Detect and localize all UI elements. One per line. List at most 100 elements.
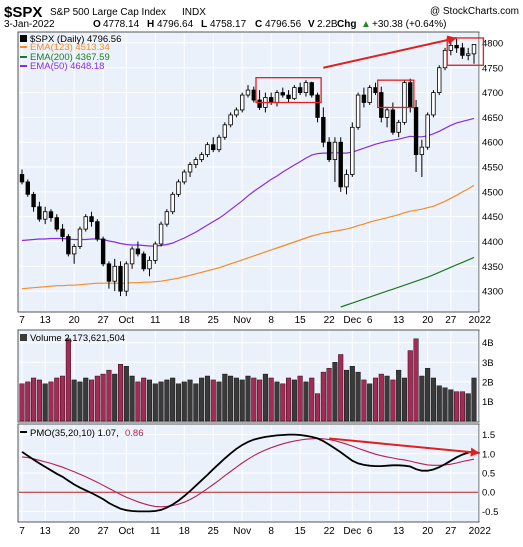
x-tick-label: 15 [295, 526, 307, 537]
price-x-axis: 7 13 20 27 Oct 11 18 25 Nov 8 15 22 Dec 6 13 20 27 2022 [19, 315, 491, 326]
candle-body [66, 236, 71, 255]
candle [332, 137, 338, 182]
change-value: +30.38 (+0.64%) [372, 19, 447, 30]
candle [205, 142, 210, 158]
close-value: 4796.56 [265, 19, 302, 30]
candle [60, 224, 65, 242]
candle [257, 90, 262, 110]
candle [211, 137, 216, 153]
candle [158, 221, 164, 247]
volume-bar [425, 367, 431, 422]
candle-body [228, 114, 233, 126]
change-label: Chg [337, 19, 356, 30]
candle [471, 44, 477, 64]
pmo-signal-line [21, 437, 475, 508]
volume-bar [239, 379, 245, 422]
volume-bar [54, 377, 60, 422]
candle [442, 47, 448, 71]
volume-bar [187, 379, 193, 422]
candle-body [460, 47, 465, 56]
candle [286, 90, 291, 103]
volume-legend-swatch [20, 334, 27, 341]
candle [89, 211, 94, 227]
candle [321, 107, 326, 148]
change-up-arrow-icon: ▲ [361, 19, 371, 30]
candle-body [332, 141, 338, 160]
volume-bar [413, 338, 419, 422]
candle-body [83, 216, 88, 230]
volume-bar [222, 373, 228, 422]
candle-body [193, 159, 199, 165]
x-tick-label: 7 [19, 526, 25, 537]
volume-bar [454, 391, 460, 422]
x-tick-label: 27 [445, 526, 457, 537]
volume-bar [199, 377, 205, 422]
low-value: 4758.17 [210, 19, 247, 30]
candle-body [77, 228, 83, 247]
volume-bar [25, 381, 31, 422]
volume-value: 2.2B [317, 19, 338, 30]
volume-bar [436, 385, 442, 422]
volume-bar [135, 381, 141, 422]
legend-pmo: PMO(35,20,10) 1.07, [30, 428, 119, 439]
candle [141, 251, 146, 272]
volume-bar [152, 383, 158, 422]
candle [297, 82, 303, 96]
candle [361, 87, 367, 108]
candle [460, 42, 465, 59]
volume-bar [384, 375, 390, 422]
candle [402, 80, 407, 125]
candle-body [419, 146, 425, 156]
candle-body [251, 89, 256, 101]
y-tick-label: 4600 [482, 138, 503, 149]
volume-tick-label: 4B [482, 338, 494, 349]
volume-bar [297, 375, 303, 422]
candle [112, 258, 117, 292]
candle-body [361, 94, 367, 103]
x-tick-label: 25 [208, 315, 220, 326]
x-tick-label: 15 [295, 315, 307, 326]
y-tick-label: 4300 [482, 287, 503, 298]
pmo-tick-label: 0.0 [482, 488, 495, 499]
candle-body [60, 228, 65, 237]
volume-bar [65, 338, 71, 422]
candle-body [182, 171, 187, 183]
y-tick-label: 4700 [482, 88, 503, 99]
candle [280, 87, 285, 98]
volume-bar [448, 389, 454, 422]
candle-body [147, 259, 152, 270]
candle-body [373, 87, 378, 93]
volume-bar [396, 369, 402, 422]
candle [234, 107, 239, 118]
candle-body [367, 87, 372, 103]
legend-ema123: EMA(123) 4513.34 [30, 42, 110, 53]
volume-bar [158, 381, 164, 422]
volume-tick-label: 3B [482, 358, 494, 369]
candle-body [199, 154, 204, 160]
price-trend-arrow [323, 36, 457, 69]
y-tick-label: 4500 [482, 187, 503, 198]
annotation-box [255, 77, 322, 104]
volume-bar [36, 379, 42, 422]
candle [413, 100, 419, 172]
candle-body [402, 82, 407, 123]
candle-body [425, 114, 430, 148]
volume-bar [262, 373, 268, 422]
candle [228, 112, 233, 128]
candle [350, 122, 355, 177]
y-tick-label: 4400 [482, 237, 503, 248]
bottom-x-axis: 7 13 20 27 Oct 11 18 25 Nov 8 15 22 Dec 6 13 20 27 2022 [19, 526, 491, 537]
volume-bar [19, 383, 25, 422]
volume-bar [181, 381, 187, 422]
candle-body [234, 109, 239, 116]
candle-body [350, 126, 355, 175]
volume-bars [19, 338, 477, 422]
candle [315, 92, 320, 123]
candle-body [141, 253, 146, 270]
high-value: 4796.64 [157, 19, 194, 30]
volume-bar [251, 377, 257, 422]
candle-body [303, 82, 309, 93]
candle [48, 209, 54, 222]
candle [466, 47, 471, 61]
volume-bar [315, 393, 321, 422]
